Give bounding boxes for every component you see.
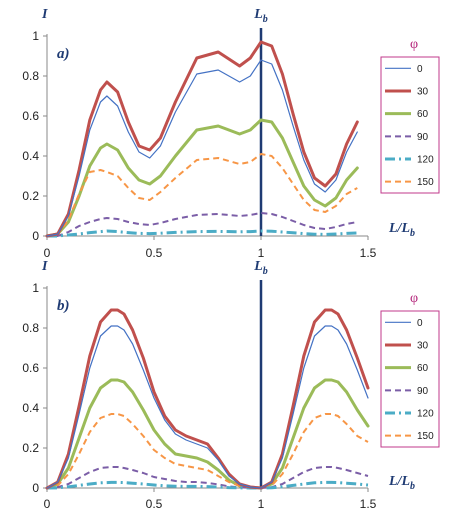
y-tick-label: 0.2: [22, 189, 39, 203]
x-tick-label: 0.5: [146, 246, 163, 260]
legend-label-phi-30: 30: [417, 87, 429, 98]
panel-label: b): [57, 298, 70, 314]
legend-label-phi-0: 0: [417, 318, 423, 329]
lb-marker-label-main: L: [253, 7, 263, 22]
legend-title: φ: [410, 37, 418, 52]
y-tick-label: 0.4: [22, 149, 39, 163]
legend-box: [380, 56, 440, 194]
y-tick-label: 0.8: [22, 69, 39, 83]
x-axis-label-sub: b: [410, 481, 415, 492]
y-tick-label: 0.8: [22, 321, 39, 335]
chart-panel-1: 00.20.40.60.810 0.5 1 1.5Ib)L/LbLbφ03060901…: [22, 259, 440, 511]
series-line-phi-90: [46, 466, 369, 489]
legend-box: [380, 310, 440, 448]
legend-label-phi-150: 150: [417, 431, 434, 442]
y-tick-label: 0.4: [22, 401, 39, 415]
y-tick-label: 1: [32, 29, 39, 43]
legend-label-phi-90: 90: [417, 386, 429, 397]
series-line-phi-0: [46, 59, 358, 237]
y-tick-label: 1: [32, 281, 39, 295]
series-line-phi-30: [45, 308, 370, 490]
y-tick-label: 0.2: [22, 441, 39, 455]
x-axis-label-main: L/L: [388, 221, 410, 236]
x-tick-label: 1.5: [360, 497, 377, 511]
lb-marker-label: Lb: [253, 7, 268, 25]
series-line-phi-60: [45, 118, 359, 238]
y-tick-label: 0: [32, 481, 39, 495]
lb-marker-label-sub: b: [263, 14, 268, 25]
legend-label-phi-90: 90: [417, 132, 429, 143]
y-axis-label: I: [41, 7, 48, 22]
x-tick-label: 0: [44, 246, 51, 260]
series-line-phi-120: [46, 480, 369, 490]
series-line-phi-90: [47, 212, 358, 237]
lb-marker-label-main: L: [253, 259, 263, 274]
x-tick-label: 0.5: [146, 497, 163, 511]
series-line-phi-0: [46, 325, 369, 489]
y-tick-label: 0: [32, 229, 39, 243]
x-axis-label: L/Lb: [388, 221, 415, 239]
legend-label-phi-30: 30: [417, 341, 429, 352]
chart-panel-0: 00.20.40.60.810 0.5 1 1.5Ia)L/LbLbφ03060901…: [22, 7, 440, 260]
x-tick-label: 1.5: [360, 246, 377, 260]
x-tick-label: 1: [258, 246, 265, 260]
series-line-phi-60: [45, 378, 370, 490]
x-axis-label: L/Lb: [388, 474, 415, 492]
legend-label-phi-60: 60: [417, 363, 429, 374]
legend-label-phi-0: 0: [417, 64, 423, 75]
panel-label: a): [57, 46, 70, 62]
x-tick-label: 1: [258, 497, 265, 511]
legend-label-phi-150: 150: [417, 177, 434, 188]
series-line-phi-150: [46, 153, 358, 237]
legend-label-phi-60: 60: [417, 109, 429, 120]
series-line-phi-120: [47, 229, 358, 238]
x-tick-label: 0: [44, 497, 51, 511]
x-axis-label-sub: b: [410, 228, 415, 239]
y-tick-label: 0.6: [22, 361, 39, 375]
y-tick-label: 0.6: [22, 109, 39, 123]
legend-title: φ: [410, 291, 418, 306]
legend-label-phi-120: 120: [417, 409, 434, 420]
x-axis-label-main: L/L: [388, 474, 410, 489]
legend-label-phi-120: 120: [417, 155, 434, 166]
y-axis-label: I: [41, 259, 48, 274]
lb-marker-label-sub: b: [263, 266, 268, 277]
series-line-phi-150: [46, 413, 369, 489]
series-line-phi-30: [45, 40, 359, 238]
lb-marker-label: Lb: [253, 259, 268, 277]
